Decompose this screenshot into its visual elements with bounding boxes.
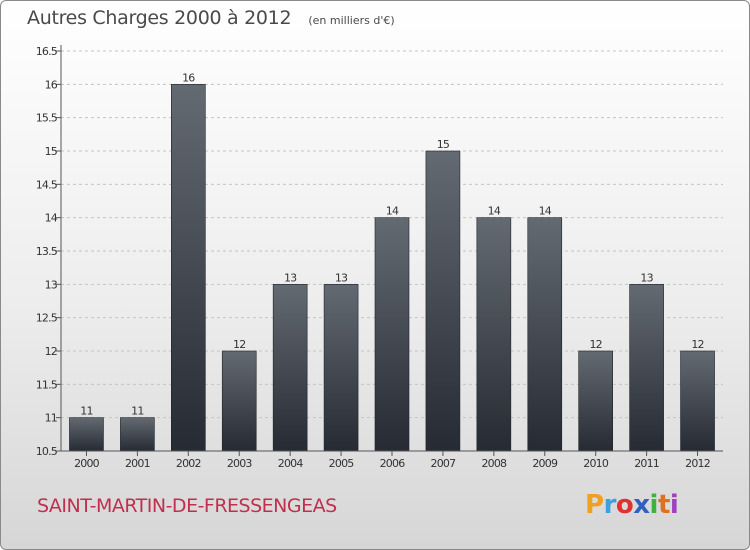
data-label: 13: [284, 271, 297, 284]
y-tick-label: 13: [45, 278, 58, 291]
x-tick-label: 2006: [380, 457, 406, 470]
data-label: 12: [233, 338, 245, 351]
y-tick-label: 15: [45, 145, 58, 158]
bar: [680, 350, 715, 452]
data-label: 14: [539, 205, 552, 218]
x-tick-label: 2004: [278, 457, 304, 470]
bar: [476, 217, 512, 452]
bar: [272, 284, 308, 452]
x-tick-label: 2007: [431, 457, 457, 470]
x-tick-label: 2008: [481, 457, 507, 470]
logo-letter: t: [657, 490, 670, 520]
y-tick-label: 16.5: [36, 45, 58, 58]
bar: [425, 150, 461, 452]
x-tick-label: 2005: [329, 457, 355, 470]
logo-letter: i: [669, 490, 679, 520]
bar: [374, 217, 410, 452]
chart-subtitle: (en milliers d'€): [308, 14, 395, 27]
bar: [629, 284, 664, 452]
y-tick-label: 12.5: [36, 312, 58, 325]
data-label: 14: [488, 205, 501, 218]
data-label: 15: [437, 138, 450, 151]
x-tick-label: 2011: [634, 457, 659, 470]
bar: [120, 417, 155, 452]
logo-letter: P: [585, 490, 604, 520]
data-label: 11: [131, 405, 143, 418]
logo-letter: o: [615, 490, 634, 520]
data-label: 12: [589, 338, 601, 351]
bar: [221, 350, 257, 452]
data-label: 12: [691, 338, 703, 351]
x-tick-label: 2012: [685, 457, 710, 470]
proxiti-logo: Proxiti: [585, 490, 679, 520]
bar: [578, 350, 613, 452]
y-tick-label: 14: [45, 212, 58, 225]
y-tick-label: 12: [45, 345, 57, 358]
bar: [171, 84, 206, 452]
commune-name: SAINT-MARTIN-DE-FRESSENGEAS: [37, 495, 337, 517]
x-tick-label: 2010: [583, 457, 609, 470]
bar: [69, 417, 104, 452]
x-tick-label: 2009: [532, 457, 558, 470]
y-tick-label: 14.5: [36, 178, 58, 191]
y-tick-label: 16: [45, 78, 58, 91]
y-tick-label: 11: [45, 412, 57, 425]
data-label: 16: [182, 71, 195, 84]
logo-letter: x: [633, 490, 650, 520]
chart-title: Autres Charges 2000 à 2012: [27, 7, 292, 29]
chart-header: Autres Charges 2000 à 2012 (en milliers …: [27, 7, 395, 29]
x-tick-label: 2003: [227, 457, 253, 470]
data-label: 13: [335, 271, 348, 284]
logo-letter: r: [603, 490, 617, 520]
y-tick-label: 15.5: [36, 112, 58, 125]
bar: [527, 217, 563, 452]
data-label: 13: [640, 271, 653, 284]
bar: [323, 284, 359, 452]
logo-letter: i: [649, 490, 659, 520]
y-tick-label: 13.5: [36, 245, 58, 258]
y-tick-label: 11.5: [36, 378, 58, 391]
data-label: 14: [386, 205, 399, 218]
x-tick-label: 2000: [74, 457, 100, 470]
x-tick-label: 2002: [176, 457, 201, 470]
data-label: 11: [80, 405, 92, 418]
x-tick-label: 2001: [125, 457, 150, 470]
y-tick-label: 10.5: [36, 445, 58, 458]
